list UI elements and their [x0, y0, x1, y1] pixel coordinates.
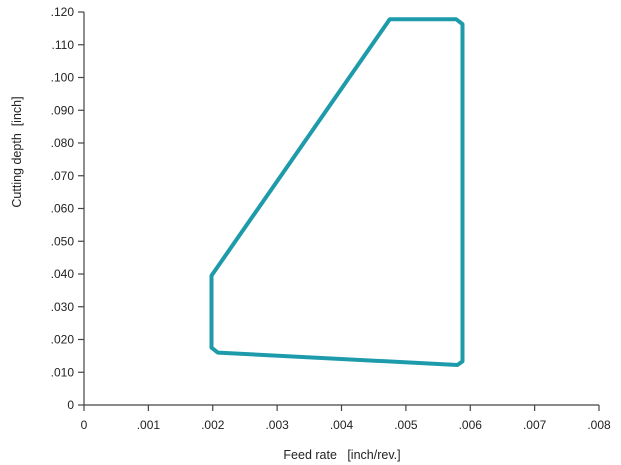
y-tick-label: .090 — [51, 103, 75, 117]
x-axis-title: Feed rate [inch/rev.] — [283, 448, 400, 462]
feed-depth-envelope — [209, 17, 465, 367]
x-tick-label: .005 — [394, 418, 418, 432]
y-tick-label: .050 — [51, 234, 75, 248]
y-tick-label: .030 — [51, 300, 75, 314]
y-tick-label: .060 — [51, 202, 75, 216]
x-tick-label: .003 — [265, 418, 289, 432]
y-tick-label: .120 — [51, 5, 75, 19]
x-tick-label: 0 — [81, 418, 88, 432]
y-tick-label: .020 — [51, 333, 75, 347]
x-tick-label: .008 — [587, 418, 611, 432]
y-tick-label: .080 — [51, 136, 75, 150]
y-tick-label: .010 — [51, 365, 75, 379]
x-tick-label: .006 — [459, 418, 483, 432]
x-tick-label: .004 — [330, 418, 354, 432]
y-axis-title: Cutting depth [inch] — [10, 96, 24, 207]
x-tick-label: .007 — [523, 418, 547, 432]
y-tick-label: .110 — [52, 38, 75, 52]
y-tick-label: .040 — [51, 267, 75, 281]
x-tick-label: .002 — [201, 418, 225, 432]
x-ticks: 0 .001 .002 .003 .004 .005 .006 .007 .008 — [81, 405, 611, 432]
y-tick-label: .100 — [51, 71, 75, 85]
y-tick-label: 0 — [67, 398, 74, 412]
plot-area: 0 .001 .002 .003 .004 .005 .006 .007 .008 0 .010.… — [51, 5, 611, 432]
y-tick-label: .070 — [51, 169, 75, 183]
x-tick-label: .001 — [137, 418, 161, 432]
y-ticks: 0 .010 .020 .030 .040 .050 .060 .070 .080 .090 .10… — [51, 5, 84, 412]
